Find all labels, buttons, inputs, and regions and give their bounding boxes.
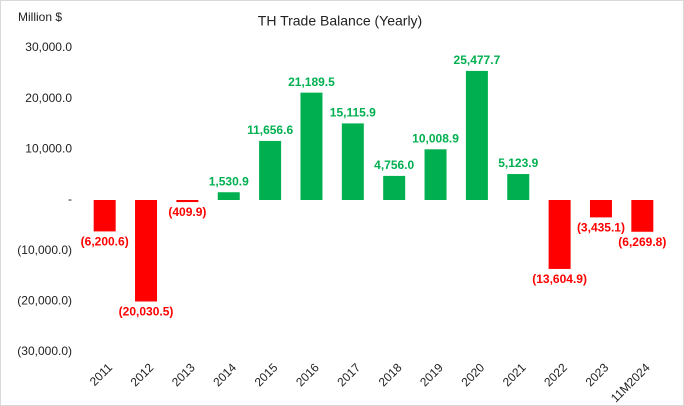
bar [93, 200, 116, 232]
data-label: (3,435.1) [577, 221, 625, 235]
bar [300, 92, 323, 200]
data-label: (20,030.5) [119, 305, 174, 319]
data-label: 11,656.6 [247, 123, 293, 137]
data-label: 4,756.0 [374, 158, 414, 172]
y-tick-label: (20,000.0) [17, 294, 72, 308]
bar [507, 174, 530, 200]
y-tick-label: 20,000.0 [25, 91, 72, 105]
y-tick-label: (10,000.0) [17, 243, 72, 257]
data-label: 1,530.9 [209, 174, 249, 188]
y-tick-label: - [68, 192, 72, 206]
data-label: 5,123.9 [498, 156, 538, 170]
data-label: 25,477.7 [454, 53, 501, 67]
bar [589, 200, 612, 218]
y-tick-label: 30,000.0 [25, 40, 72, 54]
bar [548, 200, 571, 269]
y-tick-label: 10,000.0 [25, 142, 72, 156]
chart-title: TH Trade Balance (Yearly) [258, 13, 422, 29]
data-label: (6,200.6) [81, 235, 129, 249]
bar [259, 140, 282, 200]
data-label: (6,269.8) [618, 235, 666, 249]
y-axis-label: Million $ [18, 10, 62, 24]
y-tick-label: (30,000.0) [17, 344, 72, 358]
bar [135, 200, 158, 302]
data-label: 10,008.9 [412, 131, 459, 145]
data-label: (409.9) [168, 205, 206, 219]
data-label: 21,189.5 [288, 75, 335, 89]
bar [424, 149, 447, 200]
bar [217, 192, 240, 200]
data-label: (13,604.9) [532, 272, 587, 286]
bar [341, 123, 364, 200]
bar [631, 200, 654, 232]
data-label: 15,115.9 [330, 106, 376, 120]
bar [383, 175, 406, 200]
bar [465, 70, 488, 200]
bar [176, 200, 199, 203]
